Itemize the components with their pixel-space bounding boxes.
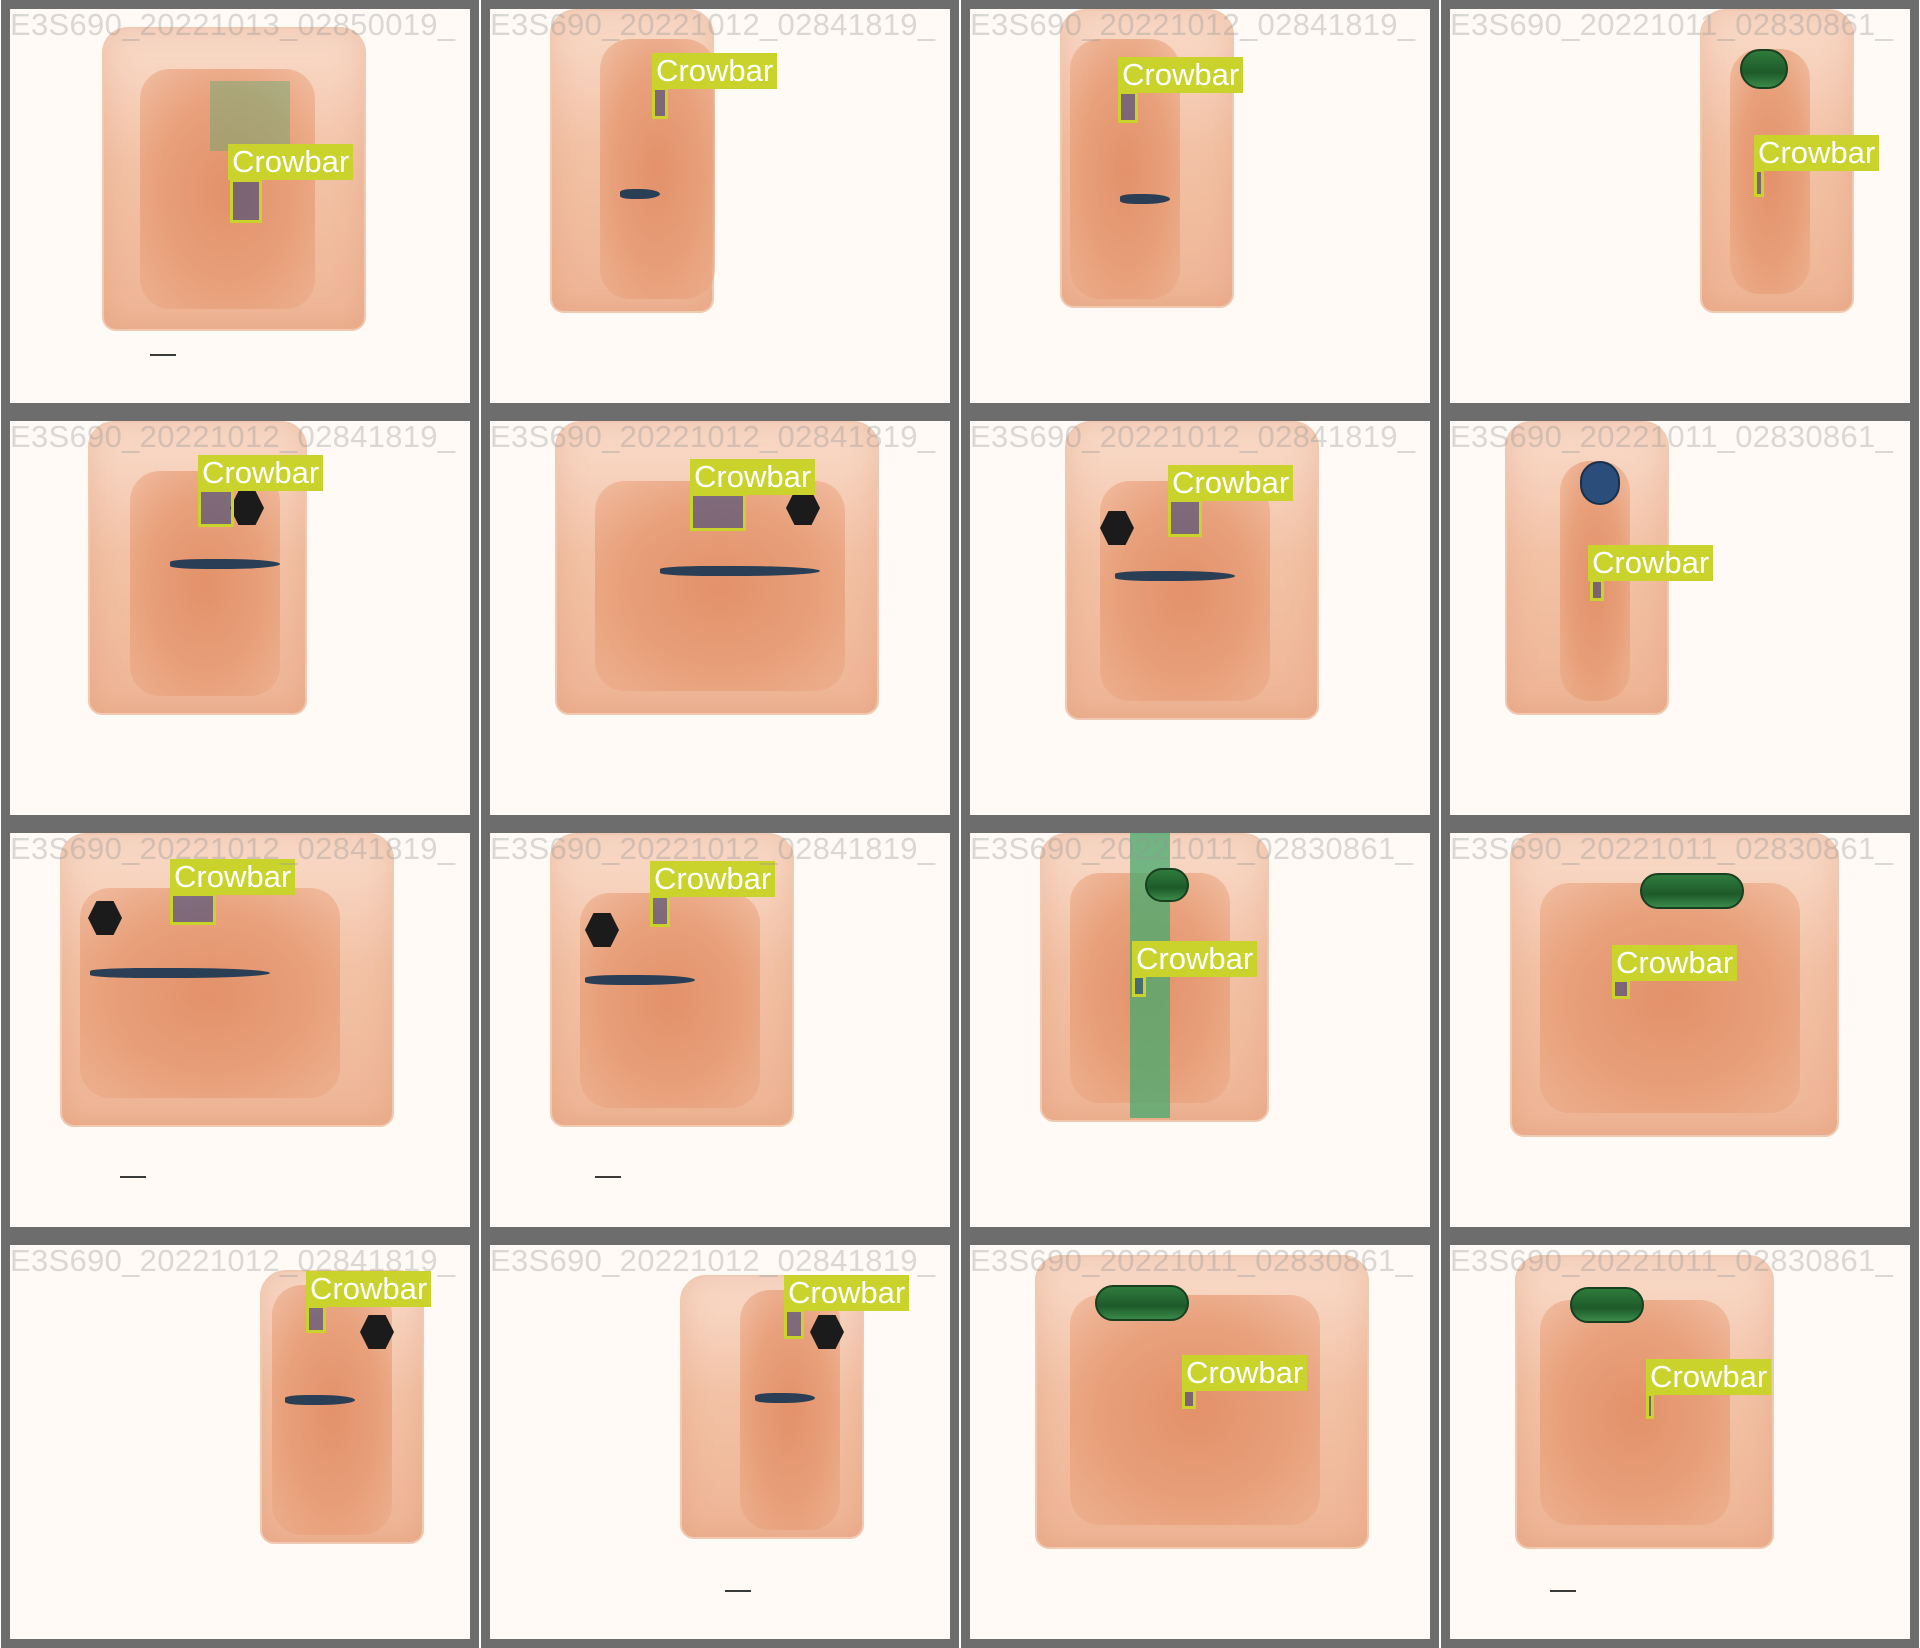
detection-box [1182,1389,1196,1409]
knife-object [1120,194,1170,204]
hex-object [88,901,122,935]
cylinder-object [1570,1287,1644,1323]
detection-label: Crowbar [198,455,324,491]
luggage-contents [1730,49,1810,294]
image-filename: E3S690_20221011_02830861_ [1450,7,1894,42]
detection-label: Crowbar [170,859,296,895]
image-filename: E3S690_20221012_02841819_ [10,831,456,866]
detection-box [784,1309,804,1339]
green-object [210,81,290,151]
xray-tile[interactable]: Crowbar E3S690_20221011_02830861_ [1441,412,1919,824]
cylinder-object [1740,49,1788,89]
detection-box [198,489,234,527]
cylinder-object [1580,461,1620,505]
luggage-contents [1540,1300,1730,1525]
detection-label: Crowbar [1588,545,1714,581]
detection-box [1754,169,1764,197]
detection-box [690,493,746,531]
detection-label: Crowbar [1168,465,1294,501]
detection-box [1168,499,1202,537]
scan-mark [120,1176,146,1178]
knife-object [660,566,820,576]
detection-box [1590,579,1604,601]
xray-tile[interactable]: Crowbar E3S690_20221011_02830861_ [1441,824,1919,1236]
xray-tile[interactable]: Crowbar E3S690_20221012_02841819_ [481,0,959,412]
detection-label: Crowbar [652,53,778,89]
detection-box [1646,1393,1654,1419]
scan-mark [725,1590,751,1592]
detection-box [1118,91,1138,123]
xray-tile[interactable]: Crowbar E3S690_20221011_02830861_ [961,824,1439,1236]
image-filename: E3S690_20221012_02841819_ [490,1243,936,1278]
knife-object [90,968,270,978]
image-filename: E3S690_20221012_02841819_ [10,1243,456,1278]
knife-object [285,1395,355,1405]
cylinder-object [1145,868,1189,902]
detection-box [1612,979,1630,999]
xray-tile[interactable]: Crowbar E3S690_20221013_02850019_ [1,0,479,412]
image-filename: E3S690_20221011_02830861_ [1450,419,1894,454]
detection-box [306,1305,326,1333]
knife-object [1115,571,1235,581]
detection-label: Crowbar [784,1275,910,1311]
cylinder-object [1095,1285,1189,1321]
detection-box [1132,975,1146,997]
image-filename: E3S690_20221012_02841819_ [970,7,1416,42]
xray-tile[interactable]: Crowbar E3S690_20221011_02830861_ [961,1236,1439,1648]
xray-tile[interactable]: Crowbar E3S690_20221012_02841819_ [961,412,1439,824]
detection-box [170,893,216,925]
detection-label: Crowbar [1754,135,1880,171]
detection-label: Crowbar [1182,1355,1308,1391]
image-filename: E3S690_20221013_02850019_ [10,7,456,42]
hex-object [585,913,619,947]
image-filename: E3S690_20221012_02841819_ [490,419,936,454]
detection-label: Crowbar [1646,1359,1772,1395]
xray-tile[interactable]: Crowbar E3S690_20221012_02841819_ [481,824,959,1236]
xray-tile[interactable]: Crowbar E3S690_20221012_02841819_ [481,412,959,824]
luggage-contents [1070,1295,1320,1525]
xray-tile[interactable]: Crowbar E3S690_20221012_02841819_ [961,0,1439,412]
knife-object [585,975,695,985]
detection-label: Crowbar [1612,945,1738,981]
xray-tile[interactable]: Crowbar E3S690_20221012_02841819_ [1,824,479,1236]
detection-label: Crowbar [690,459,816,495]
detection-label: Crowbar [1118,57,1244,93]
detection-label: Crowbar [650,861,776,897]
detection-box [652,87,668,119]
knife-object [170,559,280,569]
xray-tile[interactable]: Crowbar E3S690_20221011_02830861_ [1441,1236,1919,1648]
image-filename: E3S690_20221011_02830861_ [970,1243,1414,1278]
knife-object [620,189,660,199]
knife-object [755,1393,815,1403]
luggage-contents [1540,883,1800,1113]
hex-object [786,491,820,525]
detection-box [650,895,670,927]
hex-object [810,1315,844,1349]
image-filename: E3S690_20221011_02830861_ [1450,831,1894,866]
image-filename: E3S690_20221012_02841819_ [970,419,1416,454]
xray-tile[interactable]: Crowbar E3S690_20221011_02830861_ [1441,0,1919,412]
luggage-contents [140,69,315,309]
xray-tile[interactable]: Crowbar E3S690_20221012_02841819_ [1,412,479,824]
detection-label: Crowbar [306,1271,432,1307]
detection-box [230,179,262,223]
image-filename: E3S690_20221011_02830861_ [970,831,1414,866]
scan-mark [1550,1590,1576,1592]
detection-label: Crowbar [228,144,354,180]
image-filename: E3S690_20221012_02841819_ [490,7,936,42]
xray-tile[interactable]: Crowbar E3S690_20221012_02841819_ [1,1236,479,1648]
detection-label: Crowbar [1132,941,1258,977]
scan-mark [595,1176,621,1178]
image-filename: E3S690_20221011_02830861_ [1450,1243,1894,1278]
image-filename: E3S690_20221012_02841819_ [10,419,456,454]
scan-mark [150,354,176,356]
image-filename: E3S690_20221012_02841819_ [490,831,936,866]
cylinder-object [1640,873,1744,909]
xray-tile[interactable]: Crowbar E3S690_20221012_02841819_ [481,1236,959,1648]
